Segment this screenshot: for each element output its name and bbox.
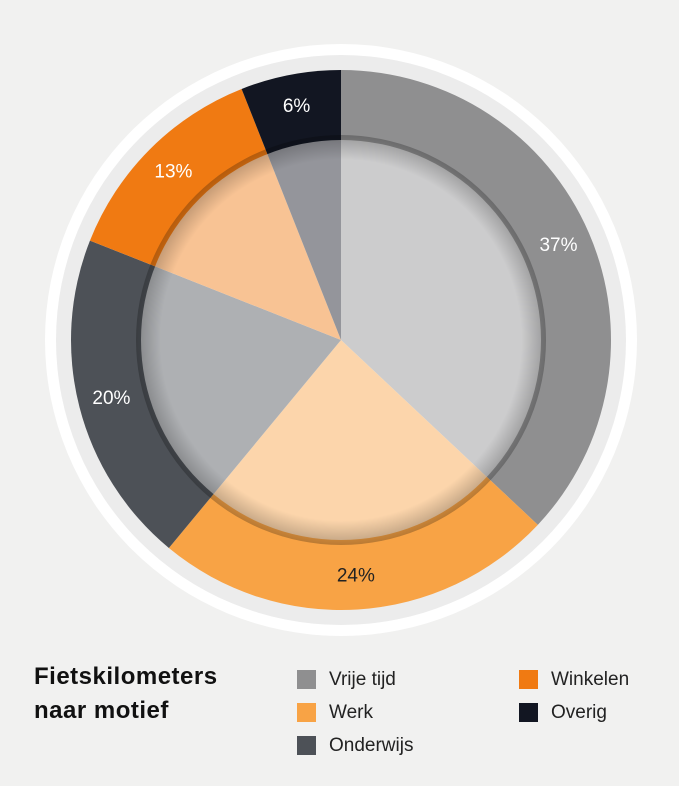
slice-label: 6% xyxy=(283,96,311,117)
legend-swatch xyxy=(297,703,316,722)
slice-label: 24% xyxy=(337,566,375,587)
chart-title: Fietskilometers naar motief xyxy=(34,663,218,724)
slice-label: 37% xyxy=(539,235,577,256)
legend-swatch xyxy=(297,670,316,689)
slice-label: 20% xyxy=(92,388,130,409)
inner-shadow xyxy=(136,135,546,545)
legend-label: Onderwijs xyxy=(329,735,413,756)
legend: Vrije tijd Werk Onderwijs Winkelen Overig xyxy=(297,669,629,756)
legend-label: Overig xyxy=(551,702,607,723)
legend-swatch xyxy=(519,703,538,722)
legend-label: Vrije tijd xyxy=(329,669,396,690)
legend-label: Winkelen xyxy=(551,669,629,690)
legend-label: Werk xyxy=(329,702,373,723)
labels: 37% 24% 20% 13% 6% xyxy=(92,96,577,586)
slice-label: 13% xyxy=(154,161,192,182)
legend-swatch xyxy=(519,670,538,689)
legend-swatch xyxy=(297,736,316,755)
